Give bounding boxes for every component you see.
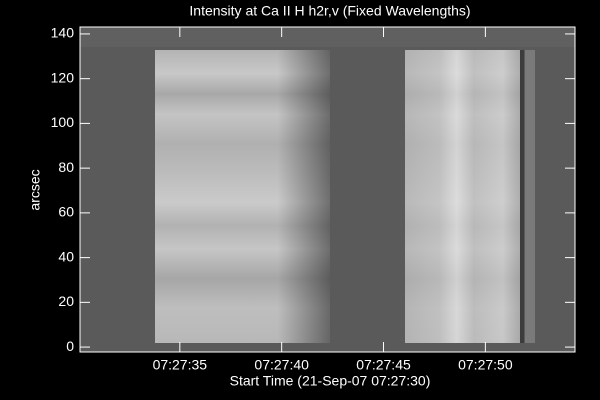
x-axis-label: Start Time (21-Sep-07 07:27:30): [230, 373, 431, 389]
chart-title: Intensity at Ca II H h2r,v (Fixed Wavele…: [189, 3, 470, 19]
x-tick-label: 07:27:50: [458, 357, 513, 373]
y-tick-label: 80: [58, 159, 74, 175]
plot-frame: [79, 26, 576, 353]
y-axis-label: arcsec: [27, 169, 43, 210]
y-tick-label: 60: [58, 204, 74, 220]
y-tick-label: 120: [51, 69, 75, 85]
y-tick-label: 140: [51, 25, 75, 41]
y-tick-label: 0: [66, 338, 74, 354]
x-tick-label: 07:27:40: [254, 357, 309, 373]
y-tick-label: 100: [51, 114, 75, 130]
y-tick-label: 20: [58, 293, 74, 309]
y-tick-label: 40: [58, 248, 74, 264]
x-tick-label: 07:27:35: [153, 357, 208, 373]
x-tick-label: 07:27:45: [356, 357, 411, 373]
intensity-image: [80, 27, 575, 352]
